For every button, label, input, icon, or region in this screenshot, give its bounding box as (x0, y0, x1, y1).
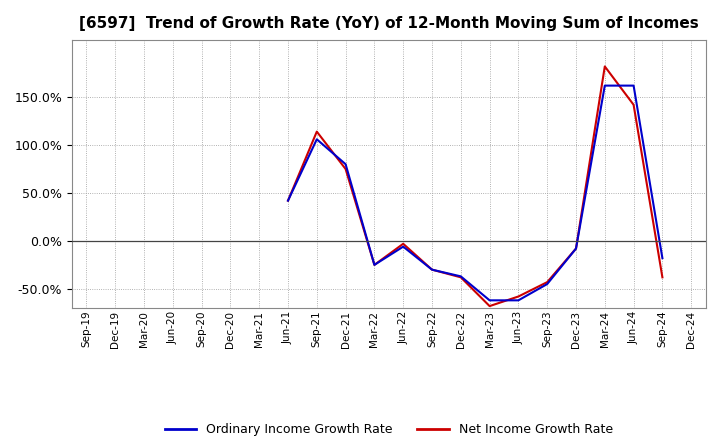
Legend: Ordinary Income Growth Rate, Net Income Growth Rate: Ordinary Income Growth Rate, Net Income … (160, 418, 618, 440)
Title: [6597]  Trend of Growth Rate (YoY) of 12-Month Moving Sum of Incomes: [6597] Trend of Growth Rate (YoY) of 12-… (79, 16, 698, 32)
